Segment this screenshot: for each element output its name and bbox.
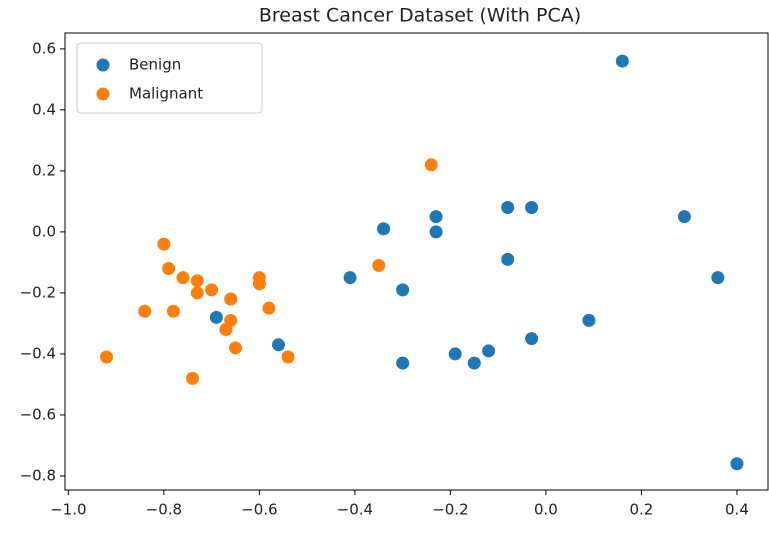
point xyxy=(162,262,176,276)
legend-label: Benign xyxy=(129,56,181,74)
point xyxy=(582,313,596,327)
point xyxy=(219,323,233,337)
point xyxy=(501,201,515,215)
point xyxy=(190,286,204,300)
point xyxy=(224,292,238,306)
point xyxy=(209,310,223,324)
point xyxy=(372,258,386,272)
point xyxy=(525,332,539,346)
point xyxy=(467,356,481,370)
legend-marker xyxy=(96,87,110,101)
point xyxy=(176,271,190,285)
x-tick-label: −1.0 xyxy=(50,501,86,519)
x-tick-label: −0.8 xyxy=(146,501,182,519)
y-tick-label: −0.6 xyxy=(20,405,56,423)
y-tick-label: 0.4 xyxy=(32,100,56,118)
point xyxy=(100,350,114,364)
point xyxy=(281,350,295,364)
point xyxy=(429,225,443,239)
y-tick-label: −0.4 xyxy=(20,344,56,362)
point xyxy=(501,252,515,266)
point xyxy=(377,222,391,236)
point xyxy=(343,271,357,285)
point xyxy=(262,301,276,315)
point xyxy=(190,274,204,288)
x-tick-label: 0.2 xyxy=(630,501,654,519)
point xyxy=(271,338,285,352)
point xyxy=(396,283,410,297)
point xyxy=(396,356,410,370)
x-tick-label: −0.4 xyxy=(337,501,373,519)
point xyxy=(186,371,200,385)
point xyxy=(138,304,152,318)
point xyxy=(166,304,180,318)
y-tick-label: −0.8 xyxy=(20,466,56,484)
legend-box xyxy=(76,42,263,114)
legend-label: Malignant xyxy=(129,85,203,103)
x-tick-label: −0.2 xyxy=(432,501,468,519)
point xyxy=(252,277,266,291)
point xyxy=(525,201,539,215)
point xyxy=(482,344,496,358)
plot-frame xyxy=(64,32,769,491)
point xyxy=(424,158,438,172)
x-tick-label: −0.6 xyxy=(241,501,277,519)
point xyxy=(677,210,691,224)
x-tick-label: 0.0 xyxy=(534,501,558,519)
point xyxy=(157,237,171,251)
point xyxy=(615,54,629,68)
x-tick-label: 0.4 xyxy=(725,501,749,519)
chart-title: Breast Cancer Dataset (With PCA) xyxy=(259,5,581,27)
point xyxy=(228,341,242,355)
legend-marker xyxy=(96,58,110,72)
point xyxy=(730,457,744,471)
point xyxy=(711,271,725,285)
point xyxy=(448,347,462,361)
y-tick-label: −0.2 xyxy=(20,283,56,301)
y-tick-label: 0.0 xyxy=(32,222,56,240)
y-tick-label: 0.2 xyxy=(32,161,56,179)
y-tick-label: 0.6 xyxy=(32,39,56,57)
point xyxy=(429,210,443,224)
point xyxy=(205,283,219,297)
